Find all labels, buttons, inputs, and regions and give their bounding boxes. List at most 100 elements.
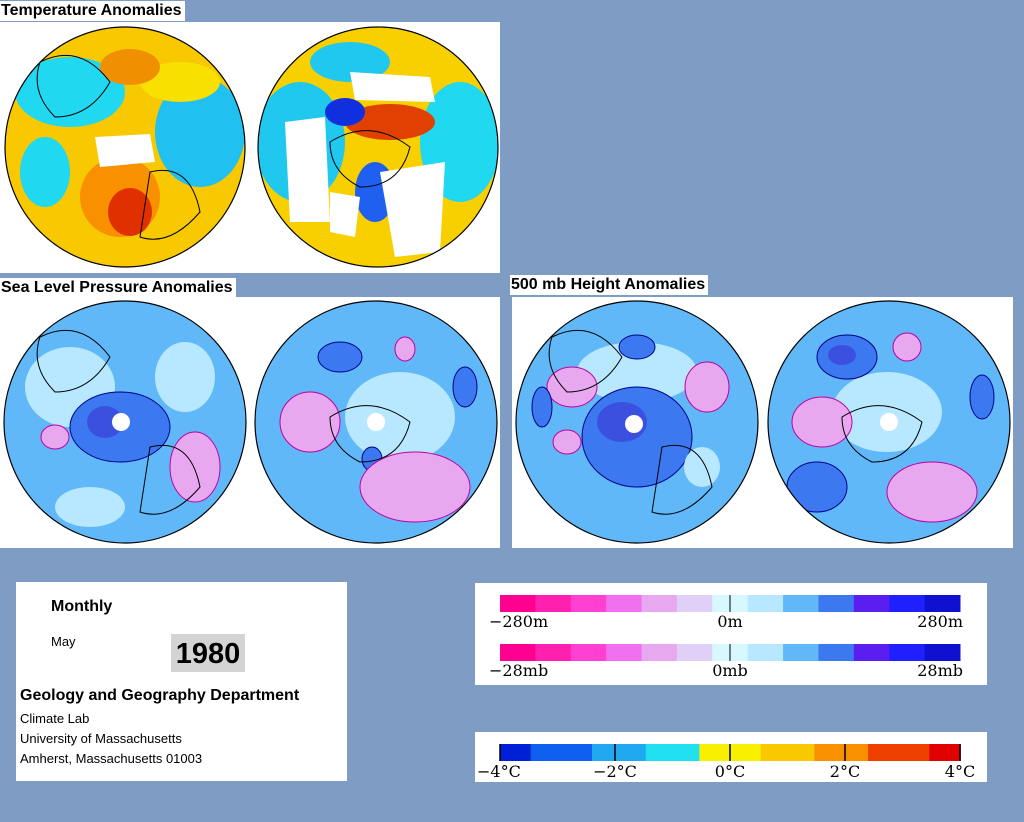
temperature-bar-swatch-10 (576, 744, 586, 761)
height-bar-swatch-9 (818, 595, 855, 612)
info-panel: Monthly May 1980 Geology and Geography D… (16, 582, 347, 781)
temperature-bar-swatch-2 (515, 744, 524, 761)
month-label: May (51, 634, 76, 649)
temperature-bar-swatch-46 (852, 744, 862, 761)
height-bar-swatch-1 (535, 595, 572, 612)
temperature-bar-swatch-56 (929, 744, 938, 761)
temperature-bar-swatch-38 (791, 744, 800, 761)
pressure-bar-swatch-8 (783, 644, 819, 661)
temperature-color-bar (500, 744, 961, 761)
sea-level-pressure-maps-panel (0, 297, 500, 548)
temperature-bar-swatch-44 (837, 744, 846, 761)
temperature-bar-swatch-20 (653, 744, 662, 761)
info-line-university: University of Massachusetts (20, 731, 182, 746)
temperature-bar-swatch-40 (806, 744, 816, 761)
temperature-bar-swatch-22 (668, 744, 678, 761)
temperature-bar-swatch-57 (937, 744, 946, 761)
temperature-bar-swatch-37 (783, 744, 793, 761)
temperature-bar-swatch-51 (891, 744, 900, 761)
temperature-bar-swatch-26 (699, 744, 708, 761)
temperature-bar-swatch-0 (500, 744, 509, 761)
temperature-bar-swatch-45 (845, 744, 854, 761)
height-max-label: 280m (917, 612, 963, 631)
pressure-mid-label: 0mb (712, 661, 748, 680)
temperature-bar-swatch-31 (737, 744, 747, 761)
temperature-bar-swatch-50 (883, 744, 892, 761)
temperature-bar-swatch-39 (799, 744, 808, 761)
year-label: 1980 (171, 634, 245, 672)
height-bar-swatch-3 (606, 595, 643, 612)
height-min-label: −280m (489, 612, 548, 631)
500mb-height-anomalies-title: 500 mb Height Anomalies (510, 275, 709, 295)
temperature-bar-swatch-14 (607, 744, 616, 761)
department-label: Geology and Geography Department (20, 687, 300, 704)
pressure-max-label: 28mb (917, 661, 963, 680)
temperature-bar-swatch-28 (714, 744, 724, 761)
temperature-bar-swatch-48 (868, 744, 877, 761)
sea-level-pressure-anomalies-title: Sea Level Pressure Anomalies (0, 278, 236, 298)
height-bar-swatch-7 (747, 595, 784, 612)
temperature-bar-swatch-53 (906, 744, 915, 761)
temperature-bar-swatch-27 (707, 744, 716, 761)
temperature-tick-label-2: 0°C (715, 762, 745, 781)
height-bar-swatch-12 (924, 595, 961, 612)
temperature-bar-swatch-32 (745, 744, 754, 761)
temperature-bar-swatch-19 (645, 744, 655, 761)
pressure-bar-swatch-2 (570, 644, 607, 661)
height-bar-swatch-5 (676, 595, 713, 612)
height-bar-swatch-8 (783, 595, 819, 612)
temperature-bar-swatch-17 (630, 744, 639, 761)
temperature-bar-swatch-49 (875, 744, 885, 761)
temperature-bar-swatch-36 (776, 744, 785, 761)
info-line-address: Amherst, Massachusetts 01003 (20, 751, 203, 766)
pressure-bar-swatch-11 (889, 644, 926, 661)
temperature-bar-swatch-16 (622, 744, 632, 761)
pressure-bar-swatch-10 (853, 644, 890, 661)
temperature-bar-swatch-59 (952, 744, 961, 761)
temperature-tick-label-3: 2°C (830, 762, 860, 781)
pressure-bar-swatch-0 (500, 644, 536, 661)
slp-map-southern-hemisphere (255, 301, 497, 543)
temperature-bar-swatch-35 (768, 744, 777, 761)
height-mid-label: 0m (717, 612, 742, 631)
temperature-tick-label-4: 4°C (945, 762, 975, 781)
temperature-bar-swatch-13 (599, 744, 609, 761)
period-label: Monthly (51, 598, 113, 615)
temperature-bar-swatch-8 (561, 744, 570, 761)
info-line-lab: Climate Lab (20, 711, 90, 726)
temperature-map-southern-hemisphere (258, 27, 498, 267)
temperature-bar-swatch-23 (676, 744, 685, 761)
temperature-bar-swatch-42 (822, 744, 831, 761)
temperature-bar-swatch-7 (553, 744, 563, 761)
height-bar-swatch-2 (570, 595, 607, 612)
temperature-bar-swatch-15 (615, 744, 624, 761)
height-color-bar (500, 595, 961, 612)
temperature-bar-swatch-55 (921, 744, 931, 761)
temperature-bar-swatch-47 (860, 744, 869, 761)
pressure-bar-swatch-9 (818, 644, 855, 661)
temperature-bar-swatch-58 (944, 744, 954, 761)
temperature-bar-swatch-3 (523, 744, 532, 761)
temperature-bar-swatch-21 (661, 744, 670, 761)
height-bar-swatch-11 (889, 595, 926, 612)
temperature-bar-swatch-24 (684, 744, 693, 761)
temperature-bar-swatch-1 (507, 744, 517, 761)
temperature-bar-swatch-41 (814, 744, 823, 761)
height-bar-swatch-10 (853, 595, 890, 612)
temperature-bar-swatch-5 (538, 744, 547, 761)
temperature-bar-swatch-30 (730, 744, 739, 761)
pressure-bar-swatch-1 (535, 644, 572, 661)
pressure-color-bar (500, 644, 961, 661)
pressure-bar-swatch-3 (606, 644, 643, 661)
temperature-bar-swatch-29 (722, 744, 731, 761)
pressure-min-label: −28mb (489, 661, 548, 680)
pressure-bar-swatch-4 (641, 644, 678, 661)
pressure-bar-swatch-7 (747, 644, 784, 661)
temperature-bar-swatch-43 (829, 744, 839, 761)
temperature-bar-swatch-12 (592, 744, 601, 761)
temperature-maps-panel (0, 22, 500, 273)
temperature-tick-label-0: −4°C (477, 762, 521, 781)
temperature-bar-swatch-25 (691, 744, 701, 761)
height-bar-swatch-4 (641, 595, 678, 612)
pressure-bar-swatch-5 (676, 644, 713, 661)
